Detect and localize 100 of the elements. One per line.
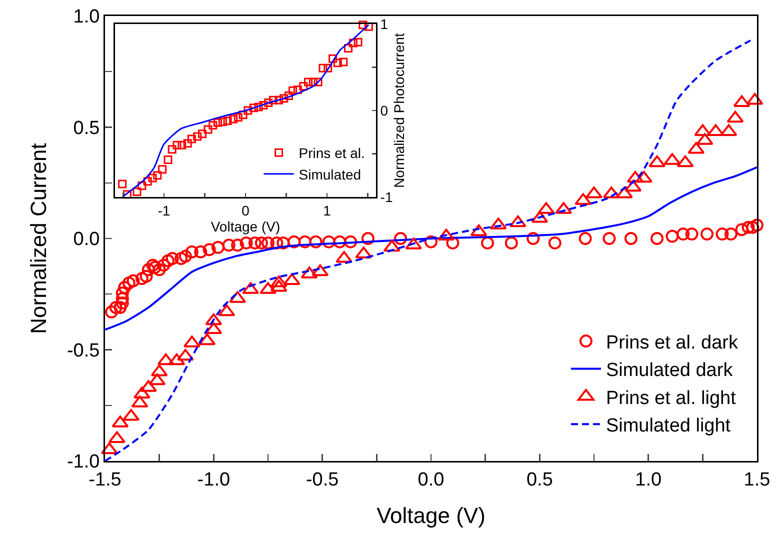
point (264, 98, 273, 107)
point (424, 235, 438, 248)
legend-label: Prins et al. light (606, 388, 737, 409)
point (168, 353, 186, 366)
y-tick-label: -0.5 (66, 340, 100, 362)
point (324, 64, 332, 72)
x-axis-title: Voltage (V) (376, 502, 486, 528)
point (229, 114, 238, 124)
point (158, 165, 167, 174)
point (240, 236, 253, 250)
point (153, 171, 162, 180)
point (716, 228, 729, 241)
point (254, 236, 268, 250)
point (308, 78, 318, 86)
point (322, 235, 336, 248)
point (364, 22, 373, 31)
point (193, 132, 202, 141)
point (198, 333, 216, 346)
point (218, 304, 236, 316)
point (288, 86, 298, 95)
point (280, 94, 288, 103)
x-tick-label: 0 (242, 202, 250, 218)
point (446, 236, 460, 250)
point (750, 218, 764, 232)
point (274, 96, 284, 104)
y2-tick-label: 0 (380, 102, 388, 118)
point (231, 238, 244, 252)
point (548, 236, 562, 250)
point (135, 272, 148, 286)
y-tick-label: 0.5 (73, 118, 100, 139)
point (624, 232, 638, 245)
x-tick-label: 1 (323, 202, 332, 218)
point (166, 252, 179, 266)
point (333, 235, 346, 248)
point (100, 442, 118, 454)
point (383, 240, 400, 252)
point (122, 190, 132, 199)
point (244, 106, 252, 115)
point (208, 120, 218, 130)
point (168, 145, 176, 154)
point (205, 313, 222, 326)
point (676, 228, 690, 241)
point (143, 177, 152, 186)
point (666, 230, 679, 243)
y2-axis-title: Normalized Photocurrent (391, 32, 408, 188)
point (138, 182, 146, 190)
point (746, 220, 760, 234)
x-tick-label: -1 (158, 202, 170, 218)
point (735, 223, 748, 236)
point (148, 174, 157, 182)
point (299, 82, 308, 91)
point (174, 252, 188, 266)
point (270, 280, 288, 292)
point (724, 228, 738, 241)
point (304, 78, 313, 86)
legend-label: Simulated (298, 166, 362, 182)
point (283, 273, 300, 286)
point (148, 373, 166, 386)
point (212, 240, 225, 254)
point (218, 118, 227, 126)
y-tick-label: 0.0 (73, 229, 100, 250)
point (526, 232, 540, 245)
point (116, 286, 129, 300)
point (312, 264, 329, 276)
point (187, 134, 196, 144)
point (198, 130, 207, 138)
y2-tick-label: -1 (380, 188, 393, 205)
point (293, 85, 302, 94)
y-axis-title: Normalized Current (26, 143, 51, 334)
point (254, 102, 263, 112)
point (328, 54, 338, 63)
point (122, 276, 136, 290)
point (183, 139, 192, 148)
point (354, 38, 362, 46)
point (339, 58, 348, 66)
legend-label: Simulated dark (606, 360, 734, 382)
point (194, 245, 208, 258)
point (504, 236, 518, 250)
point (157, 353, 174, 366)
point (214, 118, 222, 127)
point (685, 228, 698, 241)
point (314, 78, 322, 86)
point (176, 348, 194, 361)
point (118, 280, 132, 294)
point (358, 20, 368, 30)
legend-label: Prins et al. (298, 145, 365, 162)
x-axis-title: Voltage (V) (210, 218, 280, 234)
point (118, 180, 127, 188)
x-tick-label: 0.5 (526, 469, 553, 490)
point (234, 113, 242, 122)
point (361, 232, 374, 245)
point (288, 235, 301, 248)
x-tick-label: -1.0 (197, 469, 230, 490)
point (248, 236, 262, 250)
point (222, 238, 236, 252)
point (185, 245, 198, 258)
point (259, 101, 268, 110)
point (333, 58, 342, 68)
point (394, 232, 408, 245)
point (162, 254, 175, 268)
